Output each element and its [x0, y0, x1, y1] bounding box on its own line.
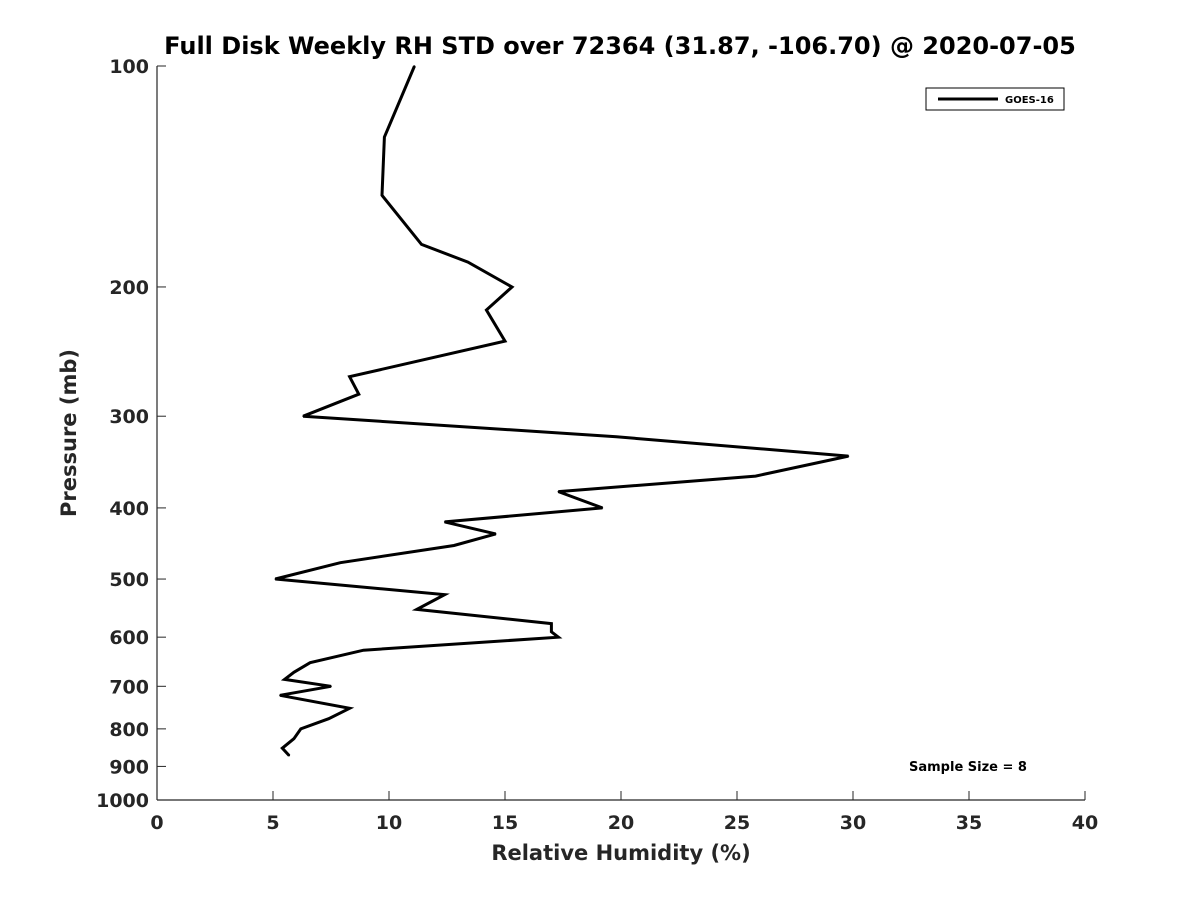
data-point: [358, 393, 360, 396]
data-point: [557, 636, 560, 638]
y-tick-label: 200: [109, 277, 149, 299]
data-point: [443, 593, 446, 596]
x-tick-label: 40: [1072, 812, 1098, 834]
x-tick-label: 25: [724, 812, 750, 834]
plot-axes: [156, 66, 1085, 801]
data-point: [615, 436, 618, 438]
data-point: [416, 608, 418, 611]
y-tick-label: 400: [109, 498, 149, 520]
y-tick-label: 800: [109, 719, 149, 741]
data-point: [293, 671, 295, 674]
series-line-goes-16: [274, 65, 849, 757]
x-tick-label: 35: [956, 812, 982, 834]
data-point: [293, 737, 295, 740]
data-point: [550, 622, 553, 625]
y-tick-label: 900: [109, 756, 149, 778]
data-point: [302, 415, 305, 418]
x-axis-label: Relative Humidity (%): [491, 841, 750, 865]
data-point: [348, 375, 351, 378]
data-point: [348, 707, 351, 710]
data-point: [283, 678, 286, 681]
y-tick-label: 100: [109, 56, 149, 78]
data-point: [504, 340, 506, 342]
data-point: [494, 533, 497, 535]
data-point: [327, 717, 330, 720]
data-point: [467, 261, 469, 263]
y-tick-label: 700: [109, 676, 149, 698]
data-point: [279, 694, 281, 697]
data-point: [381, 194, 383, 197]
data-point: [281, 747, 284, 749]
data-point: [443, 521, 446, 523]
data-point: [300, 728, 302, 730]
legend-entry: GOES-16: [1005, 95, 1054, 106]
y-axis-ticks: 100 200 300 400 500 600 700 800 900 1000: [96, 56, 166, 812]
data-point: [485, 309, 488, 311]
data-point: [330, 685, 332, 688]
data-point: [601, 507, 604, 509]
x-tick-label: 30: [840, 812, 866, 834]
chart-title: Full Disk Weekly RH STD over 72364 (31.8…: [164, 32, 1076, 60]
data-point: [309, 661, 311, 664]
legend: GOES-16: [925, 87, 1065, 111]
series-layer: [274, 65, 850, 757]
x-axis-ticks: 0 5 10 15 20 25 30 35 40: [150, 791, 1098, 834]
y-tick-label: 500: [109, 569, 149, 591]
data-point: [274, 578, 277, 580]
data-point: [511, 286, 513, 288]
x-tick-label: 20: [608, 812, 634, 834]
data-point: [847, 455, 850, 457]
x-tick-label: 0: [150, 812, 163, 834]
data-point: [288, 754, 291, 757]
data-point: [383, 136, 386, 138]
y-tick-label: 300: [109, 406, 149, 428]
x-tick-label: 10: [376, 812, 402, 834]
data-point: [413, 65, 416, 67]
data-point: [754, 475, 757, 477]
sample-size-annotation: Sample Size = 8: [909, 760, 1027, 775]
data-point: [557, 490, 560, 493]
data-point: [550, 631, 553, 633]
data-point: [339, 561, 342, 564]
x-tick-label: 5: [266, 812, 279, 834]
y-tick-label: 1000: [96, 790, 149, 812]
y-tick-label: 600: [109, 627, 149, 649]
y-axis-label: Pressure (mb): [57, 349, 81, 517]
data-point: [453, 544, 455, 547]
x-tick-label: 15: [492, 812, 518, 834]
data-point: [420, 243, 423, 246]
data-point: [362, 649, 365, 651]
